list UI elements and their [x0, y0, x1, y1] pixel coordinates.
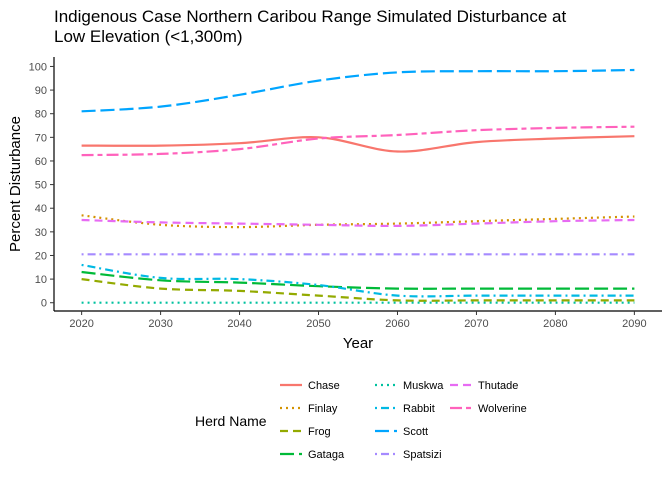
- x-axis-ticks: 2020 2030 2040 2050 2060 2070 2080 2090: [69, 311, 647, 330]
- legend-label-rabbit: Rabbit: [403, 403, 435, 415]
- legend-items: Chase Finlay Frog Gataga Muskwa Rabbit Scott Sp…: [280, 380, 527, 461]
- y-tick-label: 60: [35, 156, 47, 168]
- x-tick-label: 2060: [385, 318, 409, 330]
- y-tick-label: 100: [29, 61, 47, 73]
- y-tick-label: 50: [35, 180, 47, 192]
- legend-item-finlay: Finlay: [280, 403, 338, 415]
- legend-label-chase: Chase: [308, 380, 340, 392]
- legend-item-rabbit: Rabbit: [375, 403, 435, 415]
- legend-item-wolverine: Wolverine: [450, 403, 527, 415]
- chart-title-line-2: Low Elevation (<1,300m): [54, 27, 243, 46]
- legend-label-wolverine: Wolverine: [478, 403, 527, 415]
- series-line-thutade: [81, 218, 635, 228]
- series-lines: [81, 68, 635, 304]
- y-tick-label: 20: [35, 250, 47, 262]
- legend: Herd Name Chase Finlay Frog Gataga Muskwa Rab…: [195, 380, 527, 461]
- series-line-gataga: [81, 270, 635, 290]
- y-tick-label: 40: [35, 203, 47, 215]
- legend-item-frog: Frog: [280, 426, 331, 438]
- x-tick-label: 2050: [306, 318, 330, 330]
- legend-item-chase: Chase: [280, 380, 340, 392]
- x-tick-label: 2020: [69, 318, 93, 330]
- x-tick-label: 2090: [622, 318, 646, 330]
- x-tick-label: 2070: [464, 318, 488, 330]
- x-tick-label: 2080: [543, 318, 567, 330]
- legend-item-muskwa: Muskwa: [375, 380, 444, 392]
- legend-label-spatsizi: Spatsizi: [403, 449, 442, 461]
- legend-label-finlay: Finlay: [308, 403, 338, 415]
- y-tick-label: 30: [35, 227, 47, 239]
- series-line-chase: [81, 135, 635, 153]
- legend-label-gataga: Gataga: [308, 449, 345, 461]
- x-tick-label: 2030: [148, 318, 172, 330]
- legend-title: Herd Name: [195, 413, 267, 429]
- legend-item-spatsizi: Spatsizi: [375, 449, 442, 461]
- y-tick-label: 0: [41, 298, 47, 310]
- x-tick-label: 2040: [227, 318, 251, 330]
- y-tick-label: 90: [35, 85, 47, 97]
- legend-item-scott: Scott: [375, 426, 428, 438]
- legend-label-muskwa: Muskwa: [403, 380, 444, 392]
- legend-label-thutade: Thutade: [478, 380, 518, 392]
- legend-item-thutade: Thutade: [450, 380, 518, 392]
- legend-label-scott: Scott: [403, 426, 428, 438]
- plot-area: 2020 2030 2040 2050 2060 2070 2080 2090 0102030…: [29, 57, 662, 330]
- chart-title-line-1: Indigenous Case Northern Caribou Range S…: [54, 7, 566, 26]
- y-axis-title: Percent Disturbance: [7, 116, 24, 252]
- series-line-scott: [81, 68, 635, 113]
- y-axis-ticks: 0 10 20 30 40 50 60 70 80 90 100: [29, 61, 54, 310]
- x-axis-title: Year: [343, 335, 373, 352]
- series-line-wolverine: [81, 125, 635, 157]
- legend-item-gataga: Gataga: [280, 449, 345, 461]
- y-tick-label: 10: [35, 274, 47, 286]
- y-tick-label: 70: [35, 132, 47, 144]
- series-line-finlay: [81, 214, 635, 229]
- legend-label-frog: Frog: [308, 426, 331, 438]
- y-tick-label: 80: [35, 109, 47, 121]
- series-line-frog: [81, 278, 635, 302]
- series-line-rabbit: [81, 263, 635, 298]
